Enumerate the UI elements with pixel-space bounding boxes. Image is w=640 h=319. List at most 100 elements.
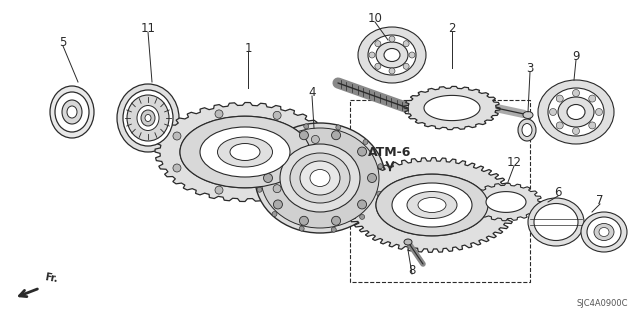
- Polygon shape: [155, 102, 335, 202]
- Ellipse shape: [218, 137, 273, 167]
- Ellipse shape: [522, 123, 532, 137]
- Text: 2: 2: [448, 21, 456, 34]
- Polygon shape: [346, 158, 518, 252]
- Ellipse shape: [141, 110, 155, 126]
- Ellipse shape: [376, 42, 408, 68]
- Polygon shape: [486, 192, 526, 212]
- Circle shape: [403, 63, 409, 69]
- Circle shape: [304, 124, 308, 129]
- Circle shape: [573, 128, 579, 135]
- Circle shape: [556, 95, 563, 102]
- Ellipse shape: [55, 92, 89, 132]
- Circle shape: [358, 200, 367, 209]
- Circle shape: [573, 90, 579, 97]
- Circle shape: [389, 36, 395, 42]
- Circle shape: [312, 160, 319, 168]
- Ellipse shape: [518, 119, 536, 141]
- Circle shape: [595, 108, 602, 115]
- Polygon shape: [470, 183, 542, 221]
- Ellipse shape: [368, 35, 416, 75]
- Ellipse shape: [200, 127, 290, 177]
- Ellipse shape: [599, 227, 609, 236]
- Ellipse shape: [384, 48, 400, 62]
- Circle shape: [272, 211, 277, 217]
- Ellipse shape: [290, 153, 350, 203]
- Text: 9: 9: [572, 49, 580, 63]
- Ellipse shape: [117, 84, 179, 152]
- Circle shape: [173, 132, 181, 140]
- Text: 4: 4: [308, 85, 316, 99]
- Ellipse shape: [261, 128, 379, 228]
- Ellipse shape: [123, 90, 173, 146]
- Circle shape: [389, 68, 395, 74]
- Text: Fr.: Fr.: [44, 272, 59, 284]
- Ellipse shape: [418, 197, 446, 212]
- Ellipse shape: [127, 95, 169, 141]
- Circle shape: [332, 131, 340, 140]
- Circle shape: [360, 214, 365, 219]
- Ellipse shape: [310, 169, 330, 187]
- Text: 3: 3: [526, 62, 534, 75]
- Ellipse shape: [538, 80, 614, 144]
- Circle shape: [259, 160, 263, 165]
- Circle shape: [273, 147, 282, 156]
- Ellipse shape: [230, 144, 260, 160]
- Text: 1: 1: [244, 41, 252, 55]
- Circle shape: [378, 164, 383, 169]
- Text: 7: 7: [596, 194, 604, 206]
- Ellipse shape: [392, 183, 472, 227]
- Circle shape: [264, 174, 273, 182]
- Circle shape: [550, 108, 557, 115]
- Ellipse shape: [358, 27, 426, 83]
- Ellipse shape: [145, 115, 151, 122]
- Ellipse shape: [280, 144, 360, 212]
- Circle shape: [215, 110, 223, 118]
- Circle shape: [336, 125, 341, 130]
- Circle shape: [358, 147, 367, 156]
- Circle shape: [300, 216, 308, 225]
- Circle shape: [377, 191, 381, 196]
- Text: 5: 5: [60, 35, 67, 48]
- Ellipse shape: [528, 198, 584, 246]
- Text: SJC4A0900C: SJC4A0900C: [577, 299, 628, 308]
- Ellipse shape: [404, 239, 412, 245]
- Circle shape: [589, 95, 596, 102]
- Circle shape: [273, 111, 281, 119]
- Ellipse shape: [567, 105, 585, 120]
- Polygon shape: [404, 86, 500, 130]
- Circle shape: [299, 226, 304, 231]
- Text: 10: 10: [367, 11, 383, 25]
- Polygon shape: [376, 174, 488, 236]
- Text: 11: 11: [141, 21, 156, 34]
- Circle shape: [312, 136, 319, 144]
- Text: 8: 8: [408, 263, 416, 277]
- Ellipse shape: [50, 86, 94, 138]
- Ellipse shape: [534, 204, 578, 241]
- Circle shape: [363, 139, 368, 145]
- Text: 12: 12: [506, 155, 522, 168]
- Circle shape: [403, 41, 409, 47]
- Circle shape: [375, 41, 381, 47]
- Ellipse shape: [137, 106, 159, 130]
- Ellipse shape: [67, 106, 77, 118]
- Ellipse shape: [180, 116, 310, 188]
- Ellipse shape: [587, 217, 621, 247]
- Ellipse shape: [558, 97, 594, 127]
- Circle shape: [215, 186, 223, 194]
- Circle shape: [273, 185, 281, 193]
- Ellipse shape: [594, 224, 614, 241]
- Circle shape: [332, 227, 336, 232]
- Circle shape: [556, 122, 563, 129]
- Text: ATM-6: ATM-6: [368, 145, 412, 159]
- Polygon shape: [180, 116, 310, 188]
- Polygon shape: [424, 95, 480, 121]
- Circle shape: [257, 187, 262, 192]
- Ellipse shape: [376, 174, 488, 236]
- Ellipse shape: [255, 123, 385, 233]
- Circle shape: [273, 200, 282, 209]
- Ellipse shape: [548, 88, 604, 136]
- Circle shape: [369, 52, 375, 58]
- Circle shape: [173, 164, 181, 172]
- Circle shape: [300, 131, 308, 140]
- Text: 6: 6: [554, 186, 562, 198]
